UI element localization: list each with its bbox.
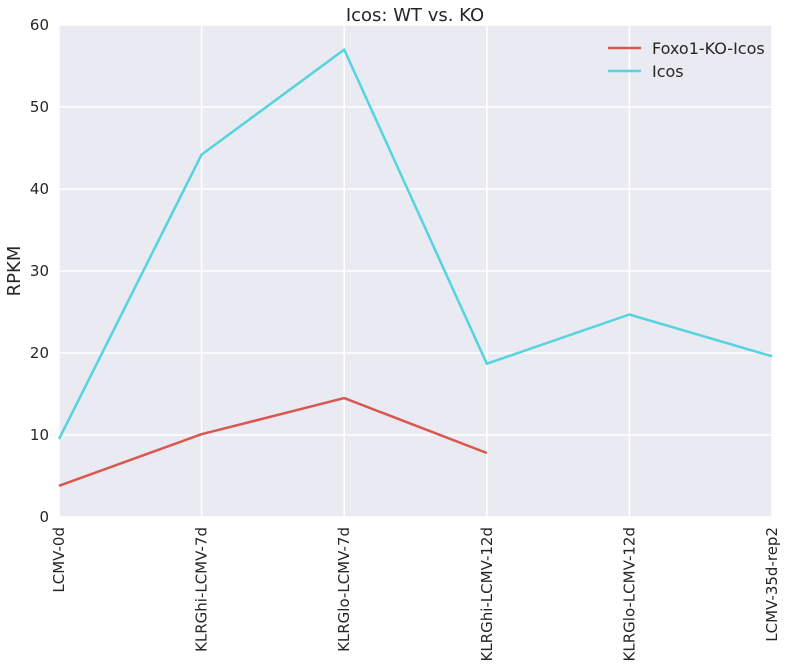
series-line-foxo1-ko-icos [58,396,488,487]
legend: Foxo1-KO-Icos Icos [608,39,765,81]
y-tick-label: 20 [30,344,49,362]
chart-title: Icos: WT vs. KO [346,5,484,26]
x-tick-label: LCMV-35d-rep2 [763,527,781,642]
y-tick-label: 40 [30,180,49,198]
x-tick-label: KLRGlo-LCMV-12d [620,527,638,661]
x-tick-label: KLRGhi-LCMV-12d [478,527,496,662]
legend-label: Icos [652,62,684,81]
y-tick-label: 30 [30,262,49,280]
x-tick-label: LCMV-0d [50,527,68,593]
grid-lines [58,24,773,518]
y-tick-label: 60 [30,16,49,34]
series-layer [57,48,773,487]
x-tick-labels: LCMV-0d KLRGhi-LCMV-7d KLRGlo-LCMV-7d KLRGh… [50,527,781,662]
y-tick-labels: 0 10 20 30 40 50 60 [30,16,49,526]
series-line-icos [57,48,773,440]
x-tick-label: KLRGlo-LCMV-7d [335,527,353,652]
y-tick-label: 0 [39,508,49,526]
y-axis-label: RPKM [4,246,25,297]
y-tick-label: 10 [30,426,49,444]
legend-label: Foxo1-KO-Icos [652,39,765,58]
x-tick-label: KLRGhi-LCMV-7d [193,527,211,652]
y-tick-label: 50 [30,98,49,116]
